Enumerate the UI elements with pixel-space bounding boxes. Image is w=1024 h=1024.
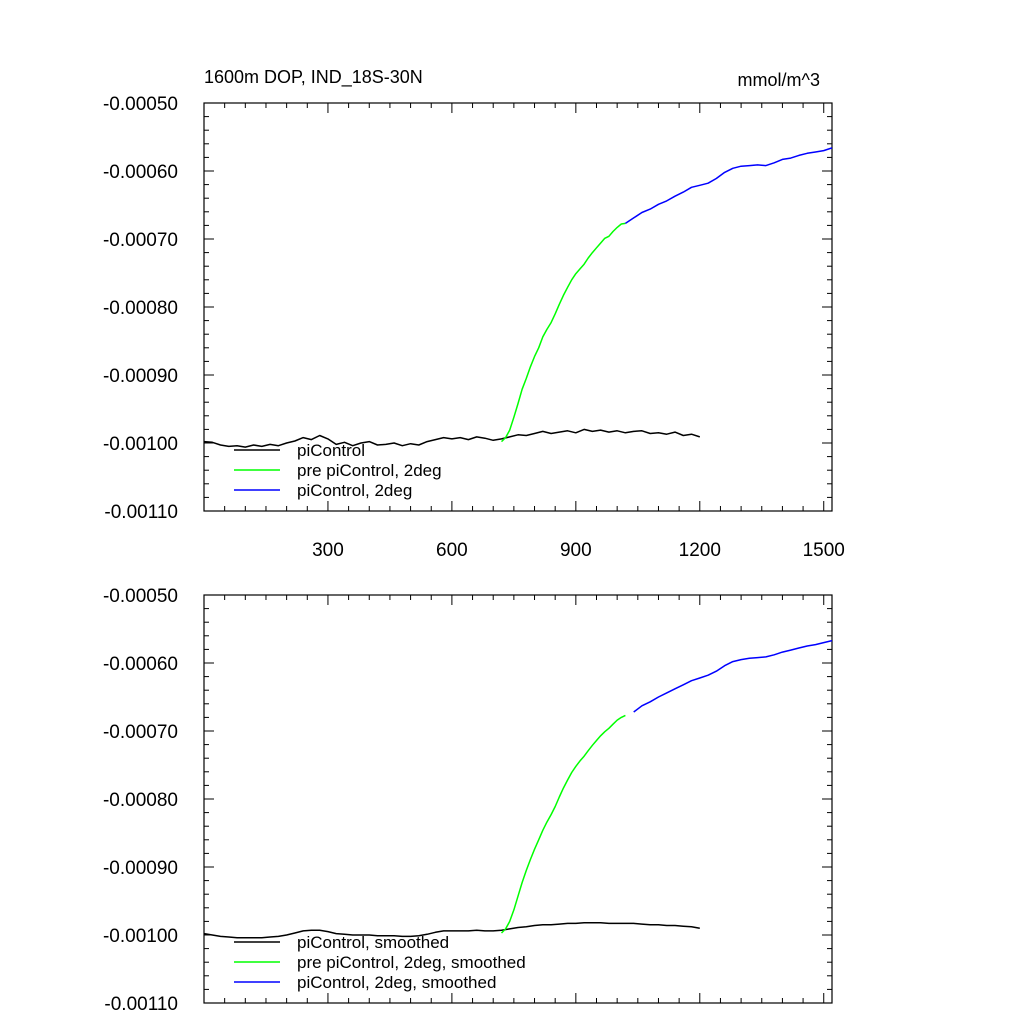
y-tick-label: -0.00060: [103, 654, 178, 675]
y-tick-label: -0.00050: [103, 586, 178, 607]
legend-label: piControl, 2deg, smoothed: [297, 973, 496, 992]
series-line-picontrol-2deg-smoothed: [633, 639, 833, 713]
legend-label: pre piControl, 2deg: [297, 461, 442, 480]
y-tick-label: -0.00110: [104, 994, 178, 1015]
figure-title: 1600m DOP, IND_18S-30N: [204, 67, 423, 88]
legend-label: pre piControl, 2deg, smoothed: [297, 953, 526, 972]
y-tick-label: -0.00090: [103, 858, 178, 879]
x-tick-label: 1500: [803, 540, 845, 561]
legend-label: piControl, smoothed: [297, 933, 449, 952]
figure-units: mmol/m^3: [738, 70, 820, 90]
x-tick-label: 600: [436, 540, 468, 561]
y-tick-label: -0.00050: [103, 94, 178, 115]
y-tick-label: -0.00080: [103, 790, 178, 811]
bottom-panel-smoothed: -0.00050 -0.00060 -0.00070 -0.00080 -0.00090…: [103, 586, 833, 1015]
y-tick-label: -0.00100: [103, 926, 178, 947]
series-line-picontrol-smoothed: [203, 922, 700, 939]
y-tick-label: -0.00090: [103, 366, 178, 387]
series-line-picontrol-2deg: [624, 147, 833, 225]
top-panel-raw: -0.00050 -0.00060 -0.00070 -0.00080 -0.00090…: [103, 94, 845, 561]
y-tick-label: -0.00110: [104, 502, 178, 523]
y-tick-label: -0.00080: [103, 298, 178, 319]
y-tick-label: -0.00060: [103, 162, 178, 183]
x-tick-label: 300: [312, 540, 344, 561]
series-line-pre-picontrol-2deg-smoothed: [500, 714, 626, 934]
legend-label: piControl: [297, 441, 365, 460]
y-tick-label: -0.00070: [103, 722, 178, 743]
legend-label: piControl, 2deg: [297, 481, 412, 500]
x-tick-label: 900: [560, 540, 592, 561]
series-line-pre-picontrol-2deg: [500, 222, 626, 443]
series-line-picontrol: [203, 428, 701, 448]
y-tick-label: -0.00100: [103, 434, 178, 455]
x-tick-label: 1200: [679, 540, 721, 561]
y-tick-label: -0.00070: [103, 230, 178, 251]
